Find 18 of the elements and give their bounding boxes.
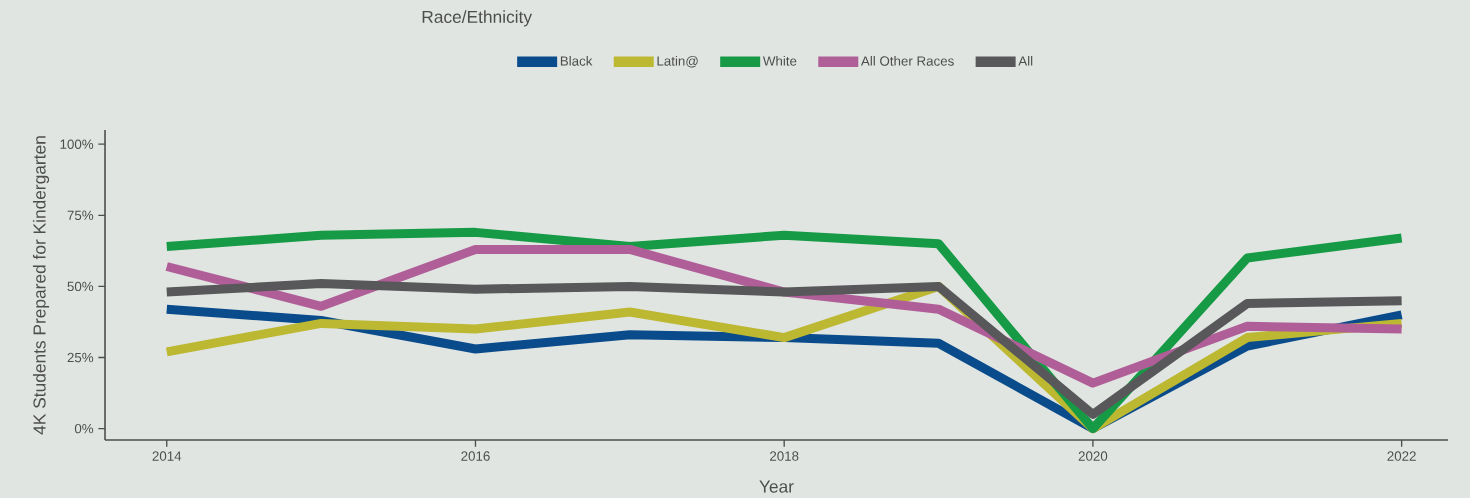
y-axis-title: 4K Students Prepared for Kindergarten bbox=[32, 136, 50, 435]
y-tick-label: 50% bbox=[67, 281, 94, 292]
y-tick-label: 25% bbox=[67, 352, 94, 363]
x-tick-label: 2022 bbox=[1387, 451, 1416, 461]
legend-title: Race/Ethnicity bbox=[422, 10, 533, 27]
y-tick-label: 0% bbox=[74, 423, 94, 434]
y-tick-label: 75% bbox=[67, 210, 94, 220]
x-axis-title: Year bbox=[759, 480, 794, 493]
legend-label: White bbox=[762, 55, 797, 66]
x-tick-label: 2014 bbox=[152, 451, 182, 461]
x-tick-label: 2016 bbox=[461, 451, 490, 461]
y-tick-label: 100% bbox=[60, 139, 94, 149]
legend-label: All bbox=[1018, 55, 1033, 66]
legend-label: Black bbox=[560, 55, 593, 66]
legend-label: Latin@ bbox=[657, 55, 698, 68]
x-tick-label: 2018 bbox=[770, 451, 799, 461]
legend-label: All Other Races bbox=[860, 55, 954, 66]
x-tick-label: 2020 bbox=[1078, 451, 1108, 461]
